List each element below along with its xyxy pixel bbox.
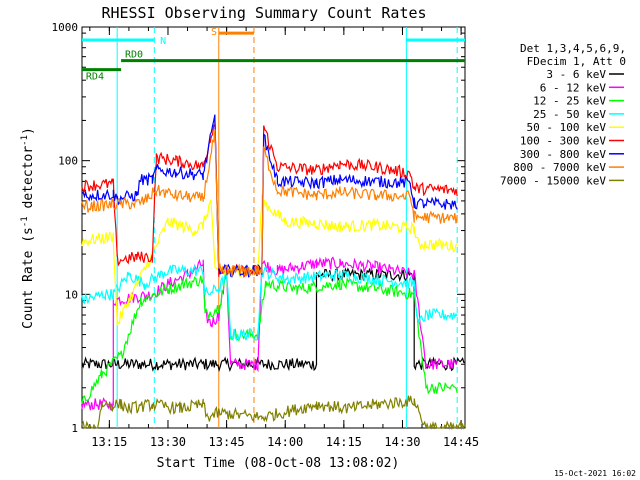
x-axis: 13:15 13:30 13:45 14:00 14:15 14:30 14:45 — [89, 27, 479, 449]
y-tick-label: 1000 — [52, 21, 79, 34]
series-line — [81, 114, 458, 278]
legend-entry-label: 50 - 100 keV — [527, 121, 607, 134]
state-annotation-label: RD4 — [86, 72, 104, 83]
plot-frame — [81, 26, 466, 429]
legend-entry-label: 12 - 25 keV — [533, 95, 606, 108]
y-tick-label: 10 — [65, 288, 78, 301]
series-line — [81, 267, 466, 373]
legend-entry-label: 100 - 300 keV — [520, 135, 606, 148]
legend-entry-label: 800 - 7000 keV — [513, 161, 606, 174]
x-tick-label: 14:15 — [326, 435, 362, 449]
series-line — [81, 395, 466, 431]
x-tick-label: 14:00 — [267, 435, 303, 449]
state-spans: N S RD0 RD4 — [82, 27, 465, 428]
x-axis-label: Start Time (08-Oct-08 13:08:02) — [157, 456, 400, 471]
legend-entry-label: 7000 - 15000 keV — [500, 174, 606, 187]
y-tick-label: 100 — [58, 155, 78, 168]
y-axis: 1 10 100 1000 — [52, 21, 465, 435]
x-tick-label: 14:30 — [384, 435, 420, 449]
legend-entry-label: 3 - 6 keV — [546, 68, 606, 81]
series-line — [81, 195, 458, 326]
legend-header: Det 1,3,4,5,6,9, — [520, 42, 626, 55]
series-line — [81, 263, 458, 342]
x-tick-label: 13:15 — [91, 435, 127, 449]
x-tick-label: 14:45 — [443, 435, 479, 449]
series-line — [81, 272, 458, 405]
x-tick-label: 13:30 — [150, 435, 186, 449]
series-line — [81, 256, 458, 412]
y-axis-label: Count Rate (s-1 detector-1) — [20, 127, 36, 329]
chart-title: RHESSI Observing Summary Count Rates — [101, 4, 426, 22]
series-lines — [81, 114, 466, 431]
plot-border — [81, 26, 466, 429]
legend: Det 1,3,4,5,6,9,FDecim 1, Att 03 - 6 keV… — [500, 42, 626, 187]
state-annotation-label: N — [160, 36, 166, 47]
legend-entry-label: 25 - 50 keV — [533, 108, 606, 121]
x-tick-label: 13:45 — [209, 435, 245, 449]
series-line — [81, 119, 458, 278]
state-annotation-label: S — [211, 27, 217, 38]
state-annotation-label: RD0 — [125, 50, 143, 61]
legend-header: FDecim 1, Att 0 — [527, 55, 626, 68]
legend-entry-label: 6 - 12 keV — [540, 81, 607, 94]
series-line — [81, 129, 458, 278]
footer-date: 15-Oct-2021 16:02 — [554, 469, 636, 478]
legend-entry-label: 300 - 800 keV — [520, 148, 606, 161]
y-tick-label: 1 — [71, 422, 78, 435]
